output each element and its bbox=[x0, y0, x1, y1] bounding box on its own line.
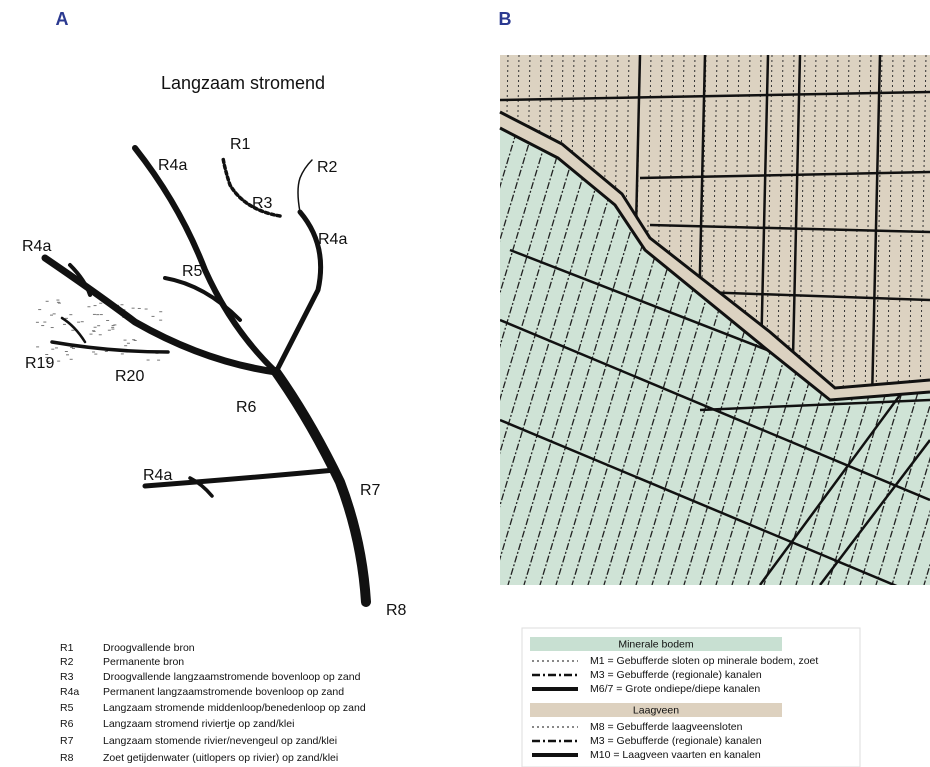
canal bbox=[870, 55, 882, 388]
legend-title: Minerale bodem bbox=[618, 638, 694, 650]
river-label: R4a bbox=[158, 157, 187, 174]
branch bbox=[132, 145, 279, 375]
canal bbox=[500, 418, 930, 585]
legend-description: Permanent langzaamstromende bovenloop op… bbox=[103, 686, 344, 698]
branch bbox=[273, 209, 324, 375]
legend-code: R5 bbox=[60, 702, 74, 714]
panel-label: B bbox=[499, 9, 512, 29]
legend-code: R1 bbox=[60, 642, 74, 654]
legend-description: Langzaam stromend riviertje op zand/klei bbox=[103, 718, 294, 730]
branch bbox=[50, 340, 170, 354]
ditch bbox=[891, 128, 930, 585]
legend-box bbox=[521, 627, 861, 767]
legend-item: M3 = Gebufferde (regionale) kanalen bbox=[590, 669, 762, 681]
river-label: R5 bbox=[182, 263, 203, 280]
river-label: R19 bbox=[25, 355, 54, 372]
canal bbox=[500, 90, 930, 102]
legend-b: Minerale bodem M1 = Gebufferde sloten op … bbox=[521, 627, 861, 767]
legend-code: R4a bbox=[60, 686, 79, 698]
branch bbox=[297, 159, 313, 213]
legend-code: R6 bbox=[60, 718, 74, 730]
legend-code: R3 bbox=[60, 671, 74, 683]
ditch bbox=[500, 128, 585, 585]
ditch bbox=[859, 128, 930, 585]
ditch bbox=[500, 128, 521, 585]
canal bbox=[699, 290, 930, 302]
river-label: R20 bbox=[115, 368, 144, 385]
canal bbox=[509, 248, 781, 357]
canal bbox=[639, 170, 930, 180]
branch bbox=[68, 263, 92, 297]
river-label: R2 bbox=[317, 159, 338, 176]
legend-description: Langzaam stomende rivier/nevengeul op za… bbox=[103, 735, 337, 747]
legend-a: R1 Droogvallende bron R2 Permanente bron R3 D… bbox=[60, 642, 366, 764]
ditch bbox=[500, 128, 537, 585]
canal bbox=[819, 439, 930, 585]
river-label: R7 bbox=[360, 482, 381, 499]
legend-code: R7 bbox=[60, 735, 74, 747]
branch bbox=[41, 254, 280, 376]
panel-label: A bbox=[56, 9, 69, 29]
canal bbox=[699, 398, 930, 412]
ditch bbox=[843, 128, 930, 585]
legend-code: R2 bbox=[60, 656, 74, 668]
river-label: R3 bbox=[252, 195, 273, 212]
ditch bbox=[500, 128, 553, 585]
legend-description: Droogvallende langzaamstromende bovenloo… bbox=[103, 671, 361, 683]
legend-header bbox=[530, 637, 782, 651]
legend-description: Permanente bron bbox=[103, 656, 184, 668]
river-label: R4a bbox=[143, 467, 172, 484]
boundary bbox=[499, 126, 930, 402]
legend-item: M3 = Gebufferde (regionale) kanalen bbox=[590, 735, 762, 747]
boundary bbox=[499, 110, 930, 390]
ditch bbox=[500, 128, 617, 585]
river-label: R8 bbox=[386, 602, 407, 619]
ditch bbox=[500, 128, 601, 585]
river-label: R6 bbox=[236, 399, 257, 416]
river-label: R1 bbox=[230, 136, 251, 153]
ditch bbox=[827, 128, 930, 585]
river-label: R4a bbox=[318, 231, 347, 248]
legend-header bbox=[530, 703, 782, 717]
legend-title: Laagveen bbox=[633, 704, 679, 716]
legend-code: R8 bbox=[60, 752, 74, 764]
legend-item: M6/7 = Grote ondiepe/diepe kanalen bbox=[590, 683, 760, 695]
branch bbox=[60, 316, 87, 344]
legend-description: Langzaam stromende middenloop/benedenloo… bbox=[103, 702, 366, 714]
legend-description: Droogvallende bron bbox=[103, 642, 195, 654]
legend-item: M1 = Gebufferde sloten op minerale bodem… bbox=[590, 655, 818, 667]
river-label: R4a bbox=[22, 238, 51, 255]
legend-description: Zoet getijdenwater (uitlopers op rivier)… bbox=[103, 752, 338, 764]
ditch bbox=[500, 128, 569, 585]
canal bbox=[649, 223, 930, 234]
dry-branch bbox=[221, 156, 282, 218]
trunk bbox=[271, 367, 371, 607]
legend-item: M10 = Laagveen vaarten en kanalen bbox=[590, 749, 761, 761]
legend-item: M8 = Gebufferde laagveensloten bbox=[590, 721, 743, 733]
branch bbox=[163, 276, 242, 322]
mineral-area bbox=[500, 128, 930, 585]
diagram-title: Langzaam stromend bbox=[161, 73, 325, 93]
branch bbox=[188, 476, 214, 498]
canal bbox=[758, 394, 902, 585]
river-tree bbox=[35, 145, 371, 607]
ditch bbox=[875, 128, 930, 585]
map bbox=[499, 55, 930, 585]
branch bbox=[142, 467, 338, 489]
